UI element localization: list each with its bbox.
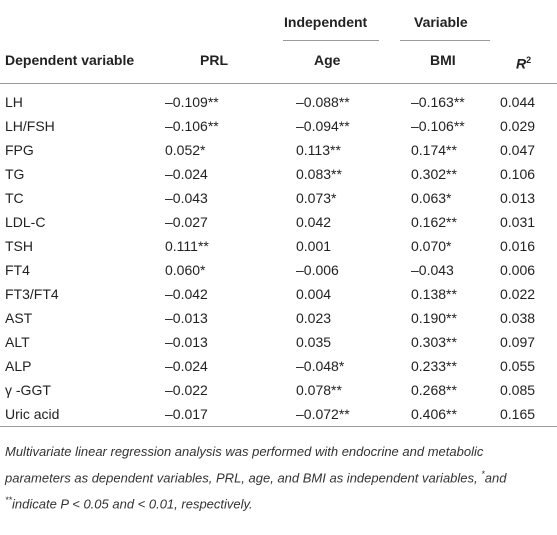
- footnote-text: Multivariate linear regression analysis …: [5, 444, 484, 486]
- table-cell: AST: [5, 310, 33, 326]
- table-cell: 0.047: [500, 142, 536, 158]
- table-cell: Uric acid: [5, 406, 60, 422]
- table-cell: –0.042: [165, 286, 208, 302]
- column-header-text: R: [516, 55, 527, 72]
- table-cell: FPG: [5, 142, 34, 158]
- table-cell: –0.024: [165, 166, 208, 182]
- table-cell: –0.013: [165, 334, 208, 350]
- table-cell: LH/FSH: [5, 118, 55, 134]
- table-cell: LH: [5, 94, 23, 110]
- column-header: BMI: [430, 52, 456, 68]
- table-cell: –0.017: [165, 406, 208, 422]
- rule: [0, 83, 557, 84]
- rule: [283, 40, 379, 41]
- table-cell: 0.016: [500, 238, 536, 254]
- table-cell: 0.001: [296, 238, 332, 254]
- column-header: PRL: [200, 52, 228, 68]
- table-cell: FT4: [5, 262, 30, 278]
- footnote-text: indicate P < 0.05 and < 0.01, respective…: [12, 496, 253, 512]
- table-cell: 0.406**: [411, 406, 457, 422]
- table-cell: 0.023: [296, 310, 332, 326]
- table-cell: –0.024: [165, 358, 208, 374]
- table-cell: –0.006: [296, 262, 339, 278]
- table-cell: γ -GGT: [5, 382, 51, 398]
- table-cell: 0.106: [500, 166, 536, 182]
- table-cell: 0.113**: [296, 142, 341, 158]
- table-cell: 0.083**: [296, 166, 342, 182]
- table-cell: –0.094**: [296, 118, 350, 134]
- table-cell: 0.042: [296, 214, 332, 230]
- table-cell: 0.055: [500, 358, 536, 374]
- table-cell: 0.162**: [411, 214, 457, 230]
- table-cell: 0.029: [500, 118, 536, 134]
- table-cell: TC: [5, 190, 24, 206]
- table-cell: 0.138**: [411, 286, 457, 302]
- table-cell: 0.022: [500, 286, 536, 302]
- table-cell: ALT: [5, 334, 30, 350]
- column-header: R2: [516, 51, 531, 73]
- table-cell: –0.163**: [411, 94, 465, 110]
- table-cell: 0.302**: [411, 166, 457, 182]
- table-cell: 0.085: [500, 382, 536, 398]
- table-cell: 0.044: [500, 94, 536, 110]
- table-cell: 0.190**: [411, 310, 457, 326]
- group-header: Independent: [284, 14, 368, 30]
- column-header-sup: 2: [526, 55, 532, 65]
- table-cell: 0.165: [500, 406, 536, 422]
- footnote-sup: **: [5, 495, 13, 506]
- footnote-sup: *: [481, 469, 485, 479]
- table-cell: FT3/FT4: [5, 286, 59, 302]
- table-cell: 0.004: [296, 286, 332, 302]
- rule: [400, 40, 490, 41]
- table-cell: 0.006: [500, 262, 536, 278]
- table-cell: 0.060*: [165, 262, 206, 278]
- table-cell: 0.073*: [296, 190, 337, 206]
- table-cell: 0.013: [500, 190, 536, 206]
- column-header: Age: [314, 52, 341, 68]
- table-cell: 0.063*: [411, 190, 452, 206]
- table-cell: 0.038: [500, 310, 536, 326]
- group-header: Variable: [414, 14, 468, 30]
- table-cell: 0.078**: [296, 382, 342, 398]
- table-cell: –0.106**: [165, 118, 219, 134]
- table-cell: 0.111**: [165, 238, 209, 254]
- table-cell: ALP: [5, 358, 32, 374]
- table-cell: 0.070*: [411, 238, 452, 254]
- table-cell: LDL-C: [5, 214, 46, 230]
- table-cell: –0.013: [165, 310, 208, 326]
- table-cell: –0.022: [165, 382, 208, 398]
- table-cell: –0.043: [165, 190, 208, 206]
- table-cell: 0.097: [500, 334, 536, 350]
- table-cell: –0.048*: [296, 358, 345, 374]
- table-cell: –0.088**: [296, 94, 350, 110]
- rule: [0, 426, 557, 427]
- table-cell: TG: [5, 166, 25, 182]
- table-cell: TSH: [5, 238, 33, 254]
- table-cell: –0.072**: [296, 406, 350, 422]
- table-cell: –0.106**: [411, 118, 465, 134]
- table-cell: 0.052*: [165, 142, 206, 158]
- footnote-text: and: [484, 470, 507, 486]
- table-cell: 0.035: [296, 334, 332, 350]
- table-cell: 0.303**: [411, 334, 457, 350]
- column-header: Dependent variable: [5, 52, 135, 68]
- table-cell: –0.109**: [165, 94, 219, 110]
- table-cell: 0.174**: [411, 142, 457, 158]
- table-cell: 0.031: [500, 214, 536, 230]
- table-cell: –0.027: [165, 214, 208, 230]
- table-cell: 0.233**: [411, 358, 457, 374]
- table-cell: 0.268**: [411, 382, 457, 398]
- footnote: Multivariate linear regression analysis …: [5, 441, 550, 516]
- table-cell: –0.043: [411, 262, 454, 278]
